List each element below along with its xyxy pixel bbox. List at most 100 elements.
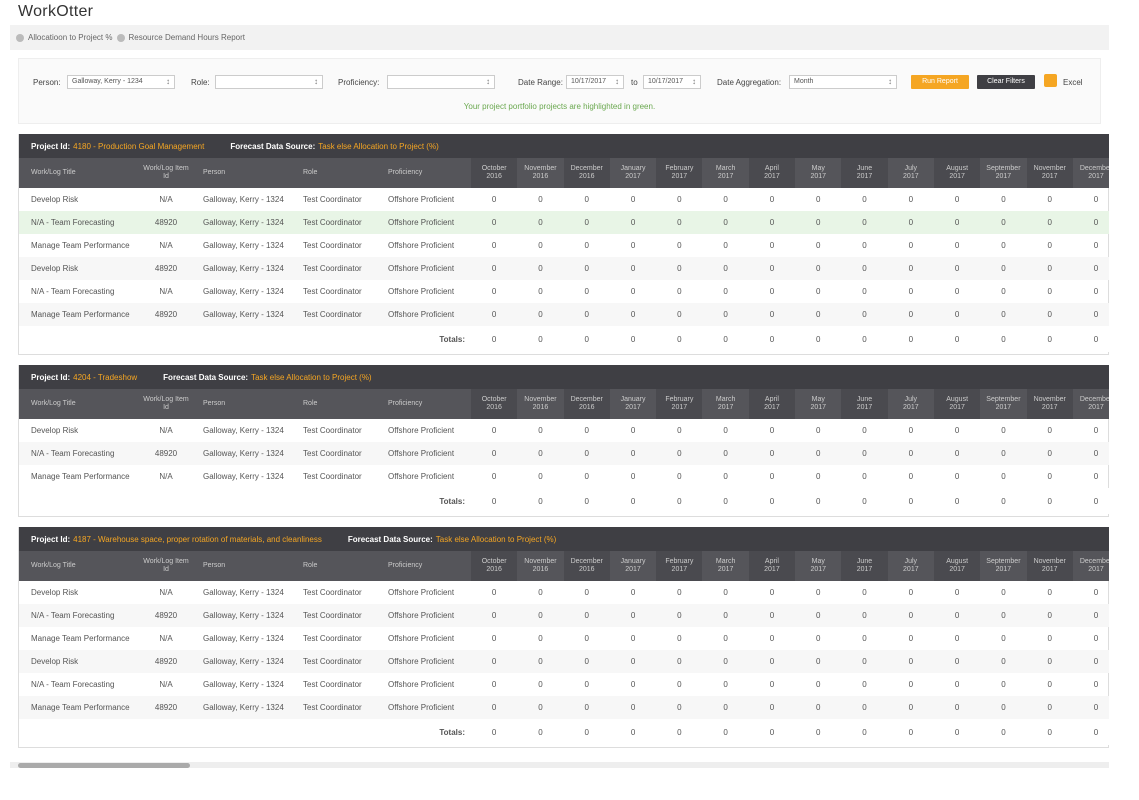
column-header: Proficiency [376, 551, 471, 581]
hours: 0 [702, 211, 749, 234]
month-header: May 2017 [795, 551, 842, 581]
total: 0 [841, 719, 888, 745]
month-header: September 2017 [980, 551, 1027, 581]
proficiency-select[interactable] [387, 75, 495, 89]
hours: 0 [769, 195, 775, 204]
month-header: February 2017 [656, 551, 703, 581]
excel-button[interactable]: Excel [1063, 78, 1083, 87]
hours: 0 [887, 604, 934, 627]
breadcrumbs: Allocatioon to Project % Resource Demand… [10, 25, 1109, 50]
total: 0 [933, 488, 981, 514]
cell: Develop Risk [19, 650, 141, 673]
filter-panel: Person: Galloway, Kerry - 1234 Role: Pro… [18, 58, 1101, 124]
hours: 0 [841, 604, 888, 627]
project-header: Project Id: 4187 - Warehouse space, prope… [19, 527, 1109, 551]
hours: 0 [769, 634, 775, 643]
crumb-icon [16, 33, 24, 42]
hours: 0 [517, 442, 564, 465]
project-id: 4204 - Tradeshow [73, 372, 138, 382]
table-body: Develop Risk N/A Galloway, Kerry - 1324 Tes… [19, 581, 1109, 745]
hours: 0 [702, 696, 749, 719]
cell: Develop Risk [19, 257, 141, 280]
hours: 0 [748, 442, 796, 465]
hours: 0 [908, 680, 914, 689]
hours: 0 [816, 195, 821, 204]
totals-row: Totals: 0 0 0 0 0 0 0 0 0 0 0 0 0 0 [19, 326, 1109, 352]
total: 0 [1072, 326, 1109, 352]
cell: Test Coordinator [291, 650, 376, 673]
column-header: Proficiency [376, 158, 471, 188]
row: Manage Team Performance N/A Galloway, Kerr… [19, 234, 1109, 257]
date-to[interactable]: 10/17/2017 [643, 75, 701, 89]
month-header: May 2017 [795, 158, 842, 188]
total: 0 [748, 488, 796, 514]
hours: 0 [933, 303, 981, 326]
cell: Manage Team Performance [31, 634, 130, 643]
column-header: Work/Log Title [19, 158, 141, 188]
total: 0 [933, 326, 981, 352]
total: 0 [1072, 719, 1109, 745]
hours: 0 [862, 287, 867, 296]
excel-icon[interactable] [1044, 74, 1057, 87]
hours: 0 [471, 696, 518, 719]
month-header: October 2016 [471, 158, 518, 188]
breadcrumb[interactable]: Allocatioon to Project % [28, 33, 113, 42]
cell: Galloway, Kerry - 1324 [191, 303, 291, 326]
total: 0 [1026, 326, 1073, 352]
hours: 0 [723, 241, 728, 250]
person-select[interactable]: Galloway, Kerry - 1234 [67, 75, 175, 89]
scrollbar[interactable] [10, 762, 1109, 768]
month-header: December 2017 [1072, 158, 1109, 188]
date-from[interactable]: 10/17/2017 [566, 75, 624, 89]
source-label: Forecast Data Source: [347, 534, 433, 544]
clear-filters-button[interactable]: Clear Filters [977, 75, 1035, 89]
hours: 0 [841, 257, 888, 280]
table-head: Work/Log Title Work/Log Item Id Person Role… [19, 551, 1109, 581]
hours: 0 [491, 426, 497, 435]
month-header: December 2016 [563, 158, 610, 188]
hours: 0 [816, 426, 821, 435]
column-header: Person [191, 551, 291, 581]
total: 0 [980, 719, 1027, 745]
total: 0 [980, 488, 1027, 514]
hours: 0 [980, 442, 1027, 465]
hours: 0 [656, 442, 703, 465]
row: N/A - Team Forecasting 48920 Galloway, Ker… [19, 604, 1109, 627]
month-header: April 2017 [748, 389, 796, 419]
cell: Test Coordinator [303, 195, 362, 204]
column-header: Role [291, 389, 376, 419]
hours: 0 [908, 287, 914, 296]
hours: 0 [1001, 241, 1006, 250]
role-select[interactable] [215, 75, 323, 89]
total: 0 [517, 488, 564, 514]
total: 0 [517, 326, 564, 352]
project-id-label: Project Id: [31, 534, 71, 544]
total: 0 [702, 326, 749, 352]
hours: 0 [933, 696, 981, 719]
source-label: Forecast Data Source: [163, 372, 249, 382]
row: N/A - Team Forecasting N/A Galloway, Kerry… [19, 673, 1109, 696]
month-header: December 2016 [563, 551, 610, 581]
hours: 0 [795, 257, 842, 280]
hours: 0 [471, 442, 518, 465]
scroll-thumb[interactable] [18, 763, 190, 768]
hours: 0 [980, 211, 1027, 234]
hours: 0 [563, 442, 610, 465]
hours: 0 [491, 634, 497, 643]
month-header: July 2017 [887, 389, 934, 419]
hours: 0 [1047, 634, 1052, 643]
breadcrumb[interactable]: Resource Demand Hours Report [128, 33, 246, 42]
hours: 0 [795, 211, 842, 234]
hours: 0 [1047, 680, 1052, 689]
hours: 0 [954, 472, 960, 481]
cell: Offshore Proficient [376, 650, 471, 673]
column-header: Work/Log Item Id [141, 551, 191, 581]
hours: 0 [584, 680, 589, 689]
cell: Galloway, Kerry - 1324 [191, 211, 291, 234]
hours: 0 [538, 241, 543, 250]
aggregation-select[interactable]: Month [789, 75, 897, 89]
hours: 0 [491, 472, 497, 481]
hours: 0 [748, 211, 796, 234]
hours: 0 [908, 472, 914, 481]
run-report-button[interactable]: Run Report [911, 75, 969, 89]
